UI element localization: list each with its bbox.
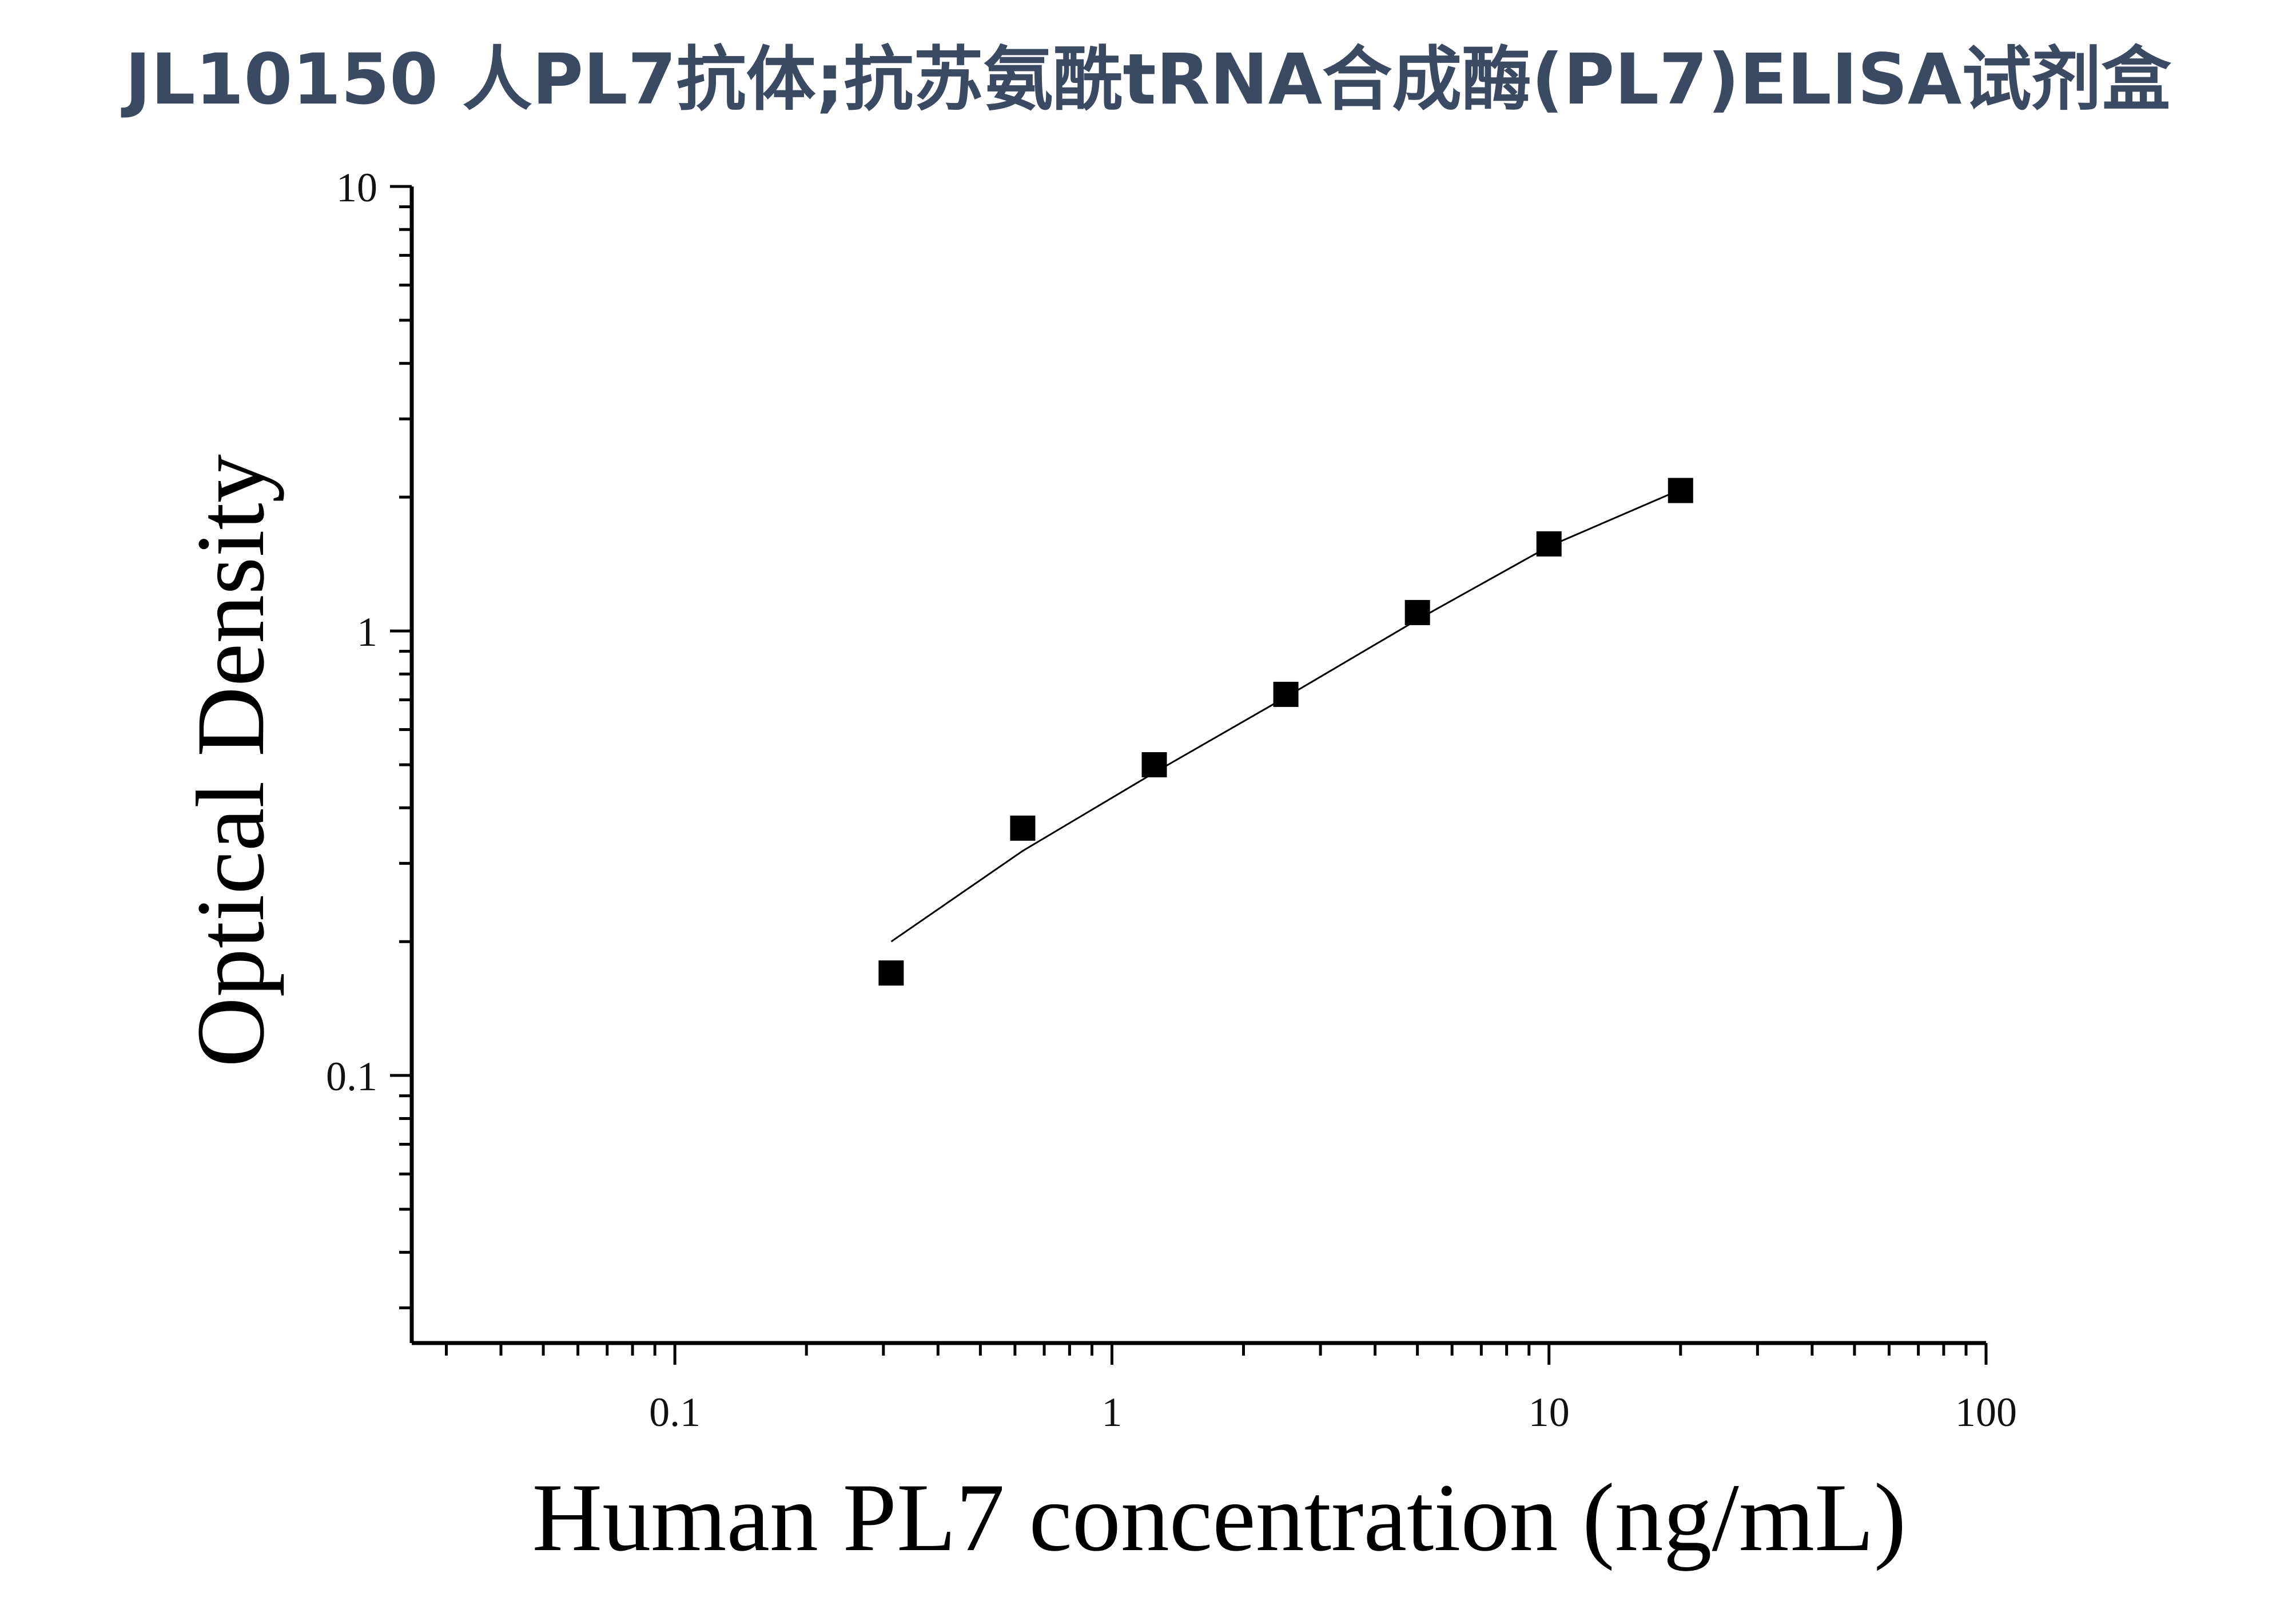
data-point [878,960,904,986]
chart-title: JL10150 人PL7抗体;抗苏氨酰tRNA合成酶(PL7)ELISA试剂盒 [125,39,2171,120]
data-point [1141,752,1167,777]
data-points-layer [878,478,1693,986]
data-point [1404,599,1430,625]
fit-curve-line [890,488,1681,943]
x-tick-label: 10 [1529,1389,1570,1435]
x-axis-ticks: 0.1 1 10 100 [445,1343,2017,1435]
x-tick-label: 1 [1101,1389,1122,1435]
x-tick-label: 100 [1955,1389,2017,1435]
data-point [1668,478,1693,503]
axes [409,186,1986,1345]
x-tick-label: 0.1 [649,1389,701,1435]
data-point [1536,531,1562,557]
y-tick-label: 10 [336,165,377,210]
fit-curve-layer [890,488,1681,943]
y-tick-label: 1 [357,609,377,655]
y-axis-ticks: 0.1 1 10 [326,165,412,1309]
data-point [1010,815,1036,841]
data-point [1273,681,1299,707]
y-tick-label: 0.1 [326,1054,377,1099]
x-axis-title: Human PL7 concentration (ng/mL) [532,1464,1907,1571]
y-axis-title: Optical Density [177,454,284,1067]
